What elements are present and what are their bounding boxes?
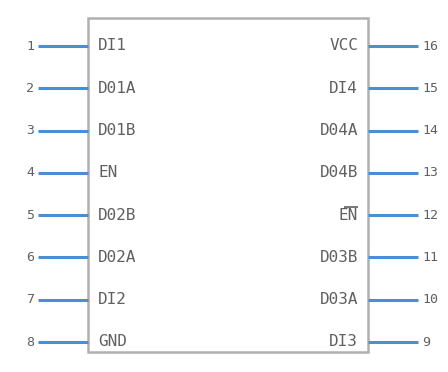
- Text: D01B: D01B: [98, 123, 137, 138]
- Text: 13: 13: [422, 166, 438, 179]
- Text: DI3: DI3: [329, 334, 358, 350]
- Text: DI1: DI1: [98, 38, 127, 54]
- FancyBboxPatch shape: [88, 18, 368, 352]
- Text: 1: 1: [26, 39, 34, 52]
- Text: D01A: D01A: [98, 81, 137, 96]
- Text: VCC: VCC: [329, 38, 358, 54]
- Text: 16: 16: [422, 39, 438, 52]
- Text: EN: EN: [339, 208, 358, 223]
- Text: D03B: D03B: [319, 250, 358, 265]
- Text: 4: 4: [26, 166, 34, 179]
- Text: 5: 5: [26, 209, 34, 222]
- Text: D02A: D02A: [98, 250, 137, 265]
- Text: D04B: D04B: [319, 166, 358, 180]
- Text: GND: GND: [98, 334, 127, 350]
- Text: 15: 15: [422, 82, 438, 95]
- Text: 11: 11: [422, 251, 438, 264]
- Text: 14: 14: [422, 124, 438, 137]
- Text: 7: 7: [26, 293, 34, 306]
- Text: 3: 3: [26, 124, 34, 137]
- Text: 8: 8: [26, 336, 34, 349]
- Text: D04A: D04A: [319, 123, 358, 138]
- Text: D02B: D02B: [98, 208, 137, 223]
- Text: DI2: DI2: [98, 292, 127, 307]
- Text: DI4: DI4: [329, 81, 358, 96]
- Text: EN: EN: [98, 166, 117, 180]
- Text: 10: 10: [422, 293, 438, 306]
- Text: 12: 12: [422, 209, 438, 222]
- Text: 9: 9: [422, 336, 430, 349]
- Text: 6: 6: [26, 251, 34, 264]
- Text: D03A: D03A: [319, 292, 358, 307]
- Text: 2: 2: [26, 82, 34, 95]
